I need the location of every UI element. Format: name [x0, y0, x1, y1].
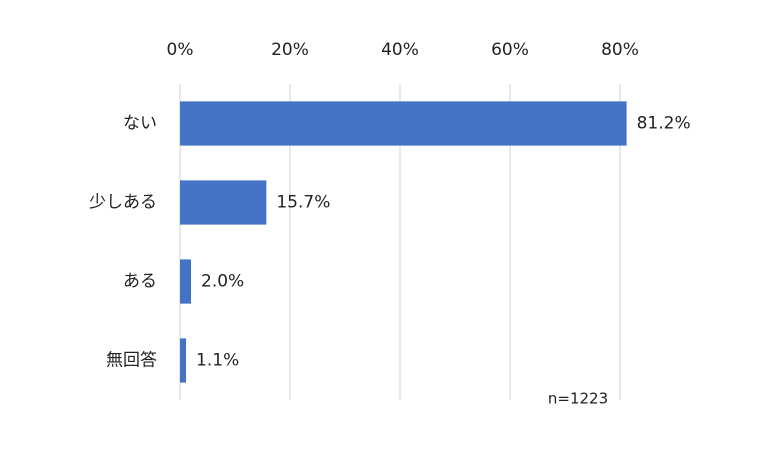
- data-label: 1.1%: [196, 351, 239, 371]
- x-tick-label: 80%: [601, 40, 639, 60]
- y-tick-label: ある: [123, 272, 157, 292]
- bar: [180, 180, 267, 225]
- bar: [180, 338, 187, 383]
- x-tick-label: 0%: [167, 40, 194, 60]
- y-tick-label: 無回答: [106, 351, 157, 371]
- data-label: 2.0%: [201, 272, 244, 292]
- x-tick-label: 40%: [381, 40, 419, 60]
- data-label: 15.7%: [276, 193, 330, 213]
- y-tick-label: ない: [123, 114, 157, 134]
- data-label: 81.2%: [637, 114, 691, 134]
- bar: [180, 101, 627, 146]
- x-tick-label: 60%: [491, 40, 529, 60]
- x-tick-label: 20%: [271, 40, 309, 60]
- bar: [180, 259, 191, 304]
- annotation: n=1223: [548, 390, 608, 408]
- y-tick-label: 少しある: [89, 193, 157, 213]
